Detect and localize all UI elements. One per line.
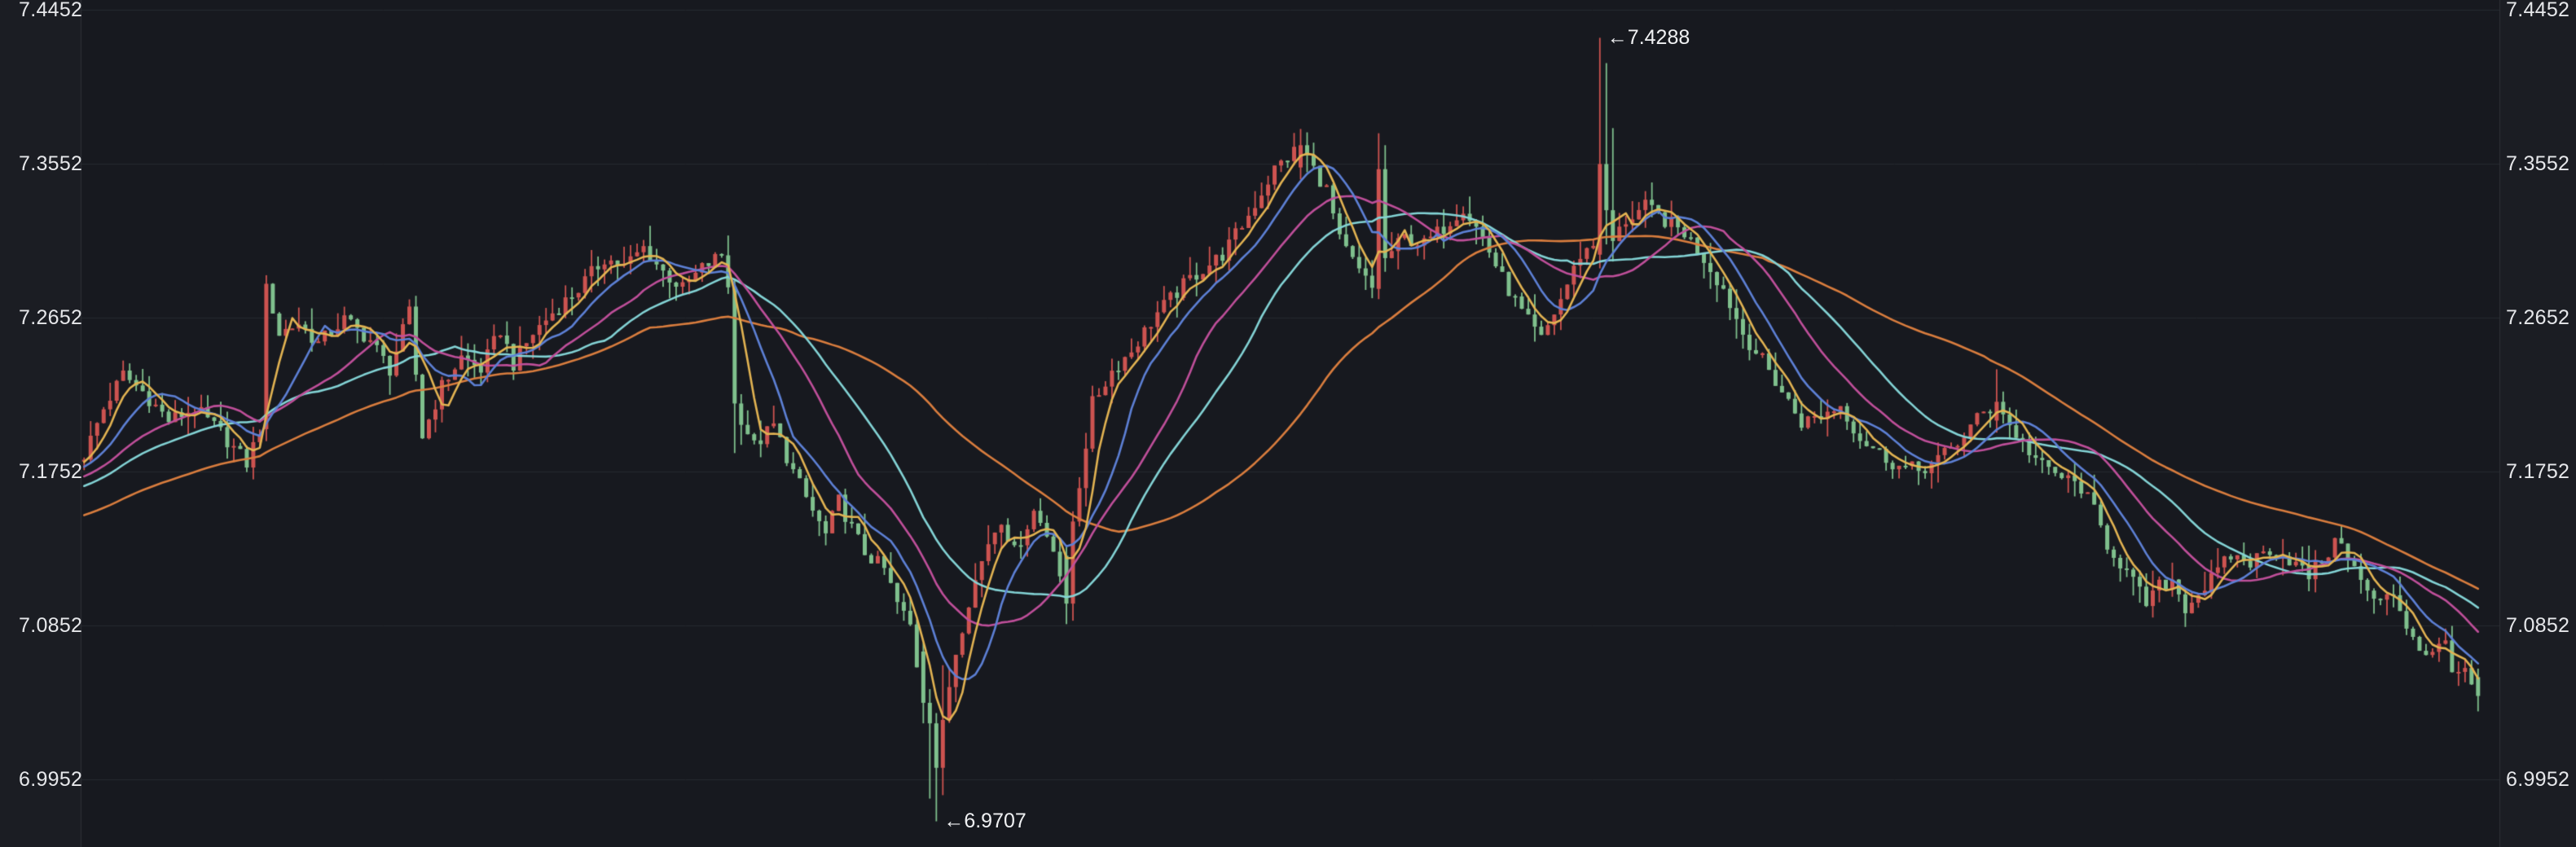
y-axis-label-right: 7.1752: [2506, 460, 2570, 483]
y-axis-label-right: 7.0852: [2506, 614, 2570, 638]
y-axis-label-right: 6.9952: [2506, 768, 2570, 792]
y-axis-label-left: 6.9952: [19, 768, 83, 792]
price-high-annotation: ←7.4288: [1607, 26, 1690, 50]
y-axis-label-right: 7.4452: [2506, 0, 2570, 21]
y-axis-label-right: 7.3552: [2506, 151, 2570, 175]
y-axis-label-left: 7.3552: [19, 151, 83, 175]
y-axis-label-left: 7.0852: [19, 614, 83, 638]
y-axis-label-left: 7.2652: [19, 306, 83, 329]
price-low-annotation: ←6.9707: [943, 810, 1026, 833]
y-axis-label-left: 7.4452: [19, 0, 83, 21]
y-axis-label-right: 7.2652: [2506, 306, 2570, 329]
y-axis-label-left: 7.1752: [19, 460, 83, 483]
